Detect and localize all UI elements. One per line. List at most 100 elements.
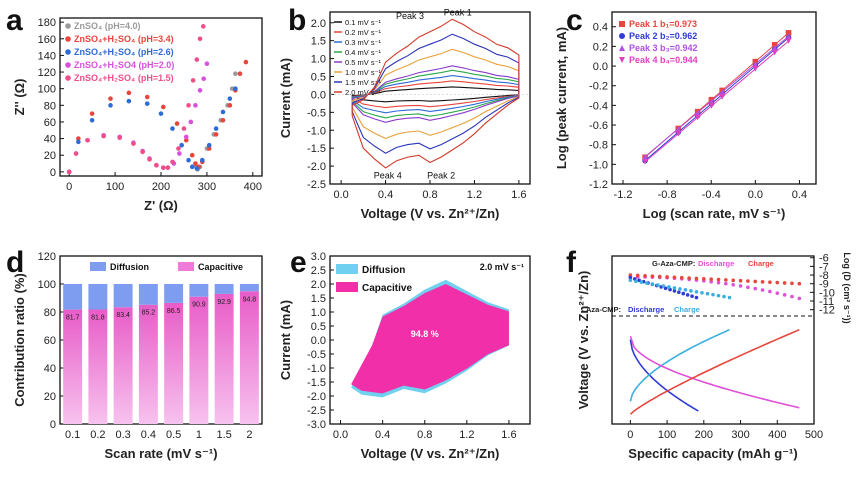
panel-f-aza-charge-logd [656,283,660,287]
panel-c-fit-line [644,35,789,158]
panel-f: f 0 100 200 300 400 500 -6-7-8-9-10-11-12 Specif… [566,246,852,461]
panel-d-bar-value: 92.9 [217,299,231,306]
panel-f-gaza-discharge-logd [716,280,721,285]
panel-d-xtick-label: 0.1 [65,429,80,441]
panel-f-gaza-charge-logd [716,277,721,282]
panel-a-point [194,166,200,171]
panel-a-point [179,142,184,148]
panel-a: a 0 100 200 300 400 0 20 40 60 80 100 120 140 160 180 Z'… [6,4,263,213]
panel-b-letter: b [288,4,306,37]
panel-f-ylabel2: Log (D (cm² s⁻¹)) [842,252,852,323]
panel-a-point [76,136,81,141]
panel-f-aza-charge-logd [678,287,682,291]
panel-d-xtick-label: 1 [196,429,202,441]
panel-e-capacitive-area [351,284,509,394]
panel-a-legend-label: ZnSO₄+H₂SO₄ (pH=1.5) [74,73,174,83]
panel-e-ytick-label: 1.0 [311,307,326,319]
panel-e-xtick-label: 1.6 [501,429,516,441]
panel-e-xtick-label: 0.0 [333,429,348,441]
panel-c-point [719,94,725,100]
panel-b-peak-label: Peak 1 [444,8,472,18]
panel-f-gaza-discharge-logd [768,289,772,294]
panel-e-xlabel: Voltage (V vs. Zn²⁺/Zn) [361,446,500,461]
panel-f-aza-discharge-logd [628,275,633,280]
panel-f-legend-aza-charge: Charge [674,305,700,314]
panel-f-gaza-charge-logd [775,280,780,285]
panel-f-gaza-charge-logd [657,274,662,279]
panel-c-fit-line [644,37,789,161]
panel-e-ytick-label: 2.5 [311,265,326,277]
panel-c-legend-marker [619,57,625,63]
panel-d-bar-value: 86.5 [167,308,181,315]
panel-a-xtick-label: 300 [198,181,216,193]
panel-c-ytick-label: 0.2 [593,41,608,53]
panel-f-aza-discharge-curve [629,339,699,412]
panel-a-point [177,151,182,156]
panel-b-legend-label: 0.5 mV s⁻¹ [345,58,382,67]
panel-e: e 0.0 0.4 0.8 1.2 1.6 -3.0 -2.5 -2.0 -1.5 -1.0 -0.5… [278,246,531,461]
panel-a-point [206,146,212,151]
panel-f-ylabel: Voltage (V vs. Zn²⁺/Zn) [576,271,591,410]
panel-a-ylabel: Z'' (Ω) [12,79,27,116]
panel-d-bar-diffusion [239,284,259,292]
panel-e-ytick-label: 0.0 [311,335,326,347]
panel-d-xtick-label: 0.4 [141,429,156,441]
panel-d-bar-diffusion [164,284,184,303]
panel-b-peak-label: Peak 3 [396,11,424,21]
panel-c-ylabel: Log (peak current, mA) [554,27,569,169]
panel-f-gaza-charge-logd [635,273,640,278]
panel-e-legend-label: Diffusion [362,265,405,276]
panel-e-ytick-label: -2.0 [307,391,326,403]
panel-f-gaza-discharge-logd [797,296,802,301]
panel-a-point [140,149,145,155]
panel-b-xtick-label: 0.4 [378,189,393,201]
panel-f-aza-charge-logd [683,288,688,292]
panel-f-letter: f [566,246,577,279]
panel-d-ylabel: Contribution ratio (%) [12,273,27,407]
panel-f-gaza-discharge-logd [790,294,794,299]
panel-a-legend-marker [65,62,71,68]
panel-a-point [200,157,205,163]
panel-a-ytick-label: 140 [38,50,56,62]
panel-f-gaza-charge-logd [628,273,633,277]
panel-a-point [126,90,132,96]
panel-c-point [785,38,792,44]
panel-c-legend-marker [619,33,625,39]
panel-b-legend-label: 1.5 mV s⁻¹ [345,78,382,87]
panel-b-ytick-label: 0.0 [311,89,326,101]
panel-f-aza-discharge-logd [690,294,694,299]
panel-c-letter: c [566,4,583,37]
panel-d-bar-diffusion [88,284,108,310]
panel-f-aza-charge-curve [629,329,730,402]
panel-a-legend-label: ZnSO₄ (pH=4.0) [74,21,141,31]
panel-a-ytick-label: 120 [38,67,56,79]
panel-a-ytick-label: 80 [44,100,56,112]
panel-c-ytick-label: -0.2 [589,81,608,93]
panel-f-aza-charge-logd [639,280,644,284]
panel-c-legend-label: Peak 1 b₁=0.973 [629,19,697,29]
panel-b-legend-label: 0.2 mV s⁻¹ [345,28,382,37]
panel-b-legend-label: 2.0 mV s⁻¹ [345,88,382,97]
panel-f-legend-gaza-discharge: Discharge [698,259,734,268]
panel-a-point [194,57,200,62]
panel-d-ytick-label: 0 [50,419,56,431]
panel-c-xlabel: Log (scan rate, mV s⁻¹) [643,206,786,221]
panel-d-xtick-label: 1.5 [216,429,231,441]
panel-d-letter: d [6,246,24,279]
panel-a-point [160,165,166,170]
panel-c-point [708,98,715,104]
panel-d-ytick-label: 100 [38,279,56,291]
panel-f-gaza-discharge-logd [724,281,728,286]
panel-f-gaza-discharge-logd [738,284,743,288]
panel-a-ytick-label: 40 [44,134,56,146]
panel-a-point [73,151,79,156]
panel-c-fit-line [644,40,789,163]
panel-d-ytick-label: 20 [44,391,56,403]
panel-f-gaza-charge-logd [738,278,743,283]
panel-f-aza-discharge-logd [672,289,677,293]
panel-d-bar-capacitive [138,304,158,424]
panel-a-ytick-label: 0 [50,167,56,179]
panel-b-legend-label: 1.0 mV s⁻¹ [345,68,382,77]
panel-d-bar-value: 94.8 [243,296,257,303]
panel-a-legend-marker [65,23,71,29]
